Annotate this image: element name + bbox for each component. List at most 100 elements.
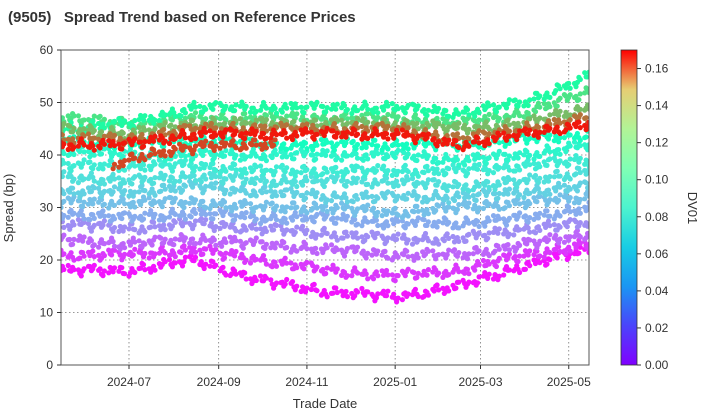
data-point — [334, 170, 340, 176]
colorbar-tick-label: 0.12 — [645, 136, 669, 150]
data-point — [466, 126, 472, 132]
data-point — [122, 188, 128, 194]
colorbar-tick-label: 0.08 — [645, 210, 669, 224]
data-point — [233, 128, 239, 134]
data-point — [476, 205, 482, 211]
data-point — [223, 176, 229, 182]
data-point — [120, 196, 126, 202]
colorbar-tick-label: 0.16 — [645, 62, 669, 76]
data-point — [172, 188, 178, 194]
data-point — [107, 178, 113, 184]
data-point — [557, 236, 563, 242]
data-point — [213, 180, 219, 186]
data-point — [213, 246, 219, 252]
data-point — [506, 153, 512, 159]
data-point — [237, 238, 243, 244]
data-point — [354, 107, 361, 114]
data-point — [111, 161, 118, 167]
data-point — [119, 265, 125, 271]
data-point — [304, 190, 310, 196]
data-point — [314, 142, 320, 148]
data-point — [294, 283, 300, 289]
data-point — [389, 272, 395, 278]
data-point — [291, 243, 297, 249]
data-point — [456, 120, 462, 126]
data-point — [253, 117, 259, 123]
data-point — [586, 223, 589, 229]
data-point — [288, 260, 294, 266]
data-point — [425, 131, 431, 137]
data-point — [343, 183, 349, 189]
data-point — [130, 193, 136, 199]
data-point — [334, 205, 340, 211]
data-point — [116, 228, 122, 235]
data-point — [450, 233, 456, 240]
data-point — [156, 250, 162, 256]
data-point — [77, 255, 83, 261]
data-point — [243, 176, 249, 182]
data-point — [517, 178, 523, 185]
data-point — [577, 155, 583, 161]
data-point — [96, 244, 102, 250]
data-point — [233, 238, 239, 244]
data-point — [557, 95, 563, 101]
data-point — [243, 190, 249, 196]
data-point — [191, 206, 197, 212]
data-point — [223, 205, 229, 211]
data-point — [172, 236, 178, 242]
data-point — [188, 214, 194, 220]
data-point — [414, 157, 420, 164]
data-point — [242, 135, 248, 142]
data-point — [203, 246, 209, 252]
data-point — [486, 261, 492, 267]
data-point — [566, 162, 572, 168]
data-point — [230, 137, 236, 144]
data-point — [101, 141, 107, 147]
data-point — [557, 151, 563, 157]
data-point — [557, 184, 563, 190]
data-point — [324, 208, 330, 215]
data-point — [78, 273, 84, 279]
data-point — [210, 106, 216, 112]
data-point — [577, 137, 583, 143]
data-point — [545, 178, 552, 184]
data-point — [208, 220, 214, 226]
data-point — [485, 179, 491, 185]
data-point — [421, 217, 427, 223]
data-point — [148, 176, 154, 182]
data-point — [586, 249, 589, 256]
data-point — [334, 101, 340, 107]
data-point — [576, 97, 582, 103]
data-point — [505, 242, 511, 248]
data-point — [161, 182, 167, 188]
data-point — [425, 219, 431, 225]
data-point — [233, 152, 239, 158]
data-point — [385, 180, 391, 186]
data-point — [547, 213, 553, 219]
data-point — [172, 178, 178, 184]
data-point — [320, 266, 326, 273]
data-point — [142, 241, 148, 247]
data-point — [490, 170, 497, 176]
data-point — [314, 288, 320, 294]
data-point — [404, 248, 410, 254]
data-point — [392, 205, 398, 211]
data-point — [334, 130, 340, 136]
data-point — [405, 213, 411, 219]
data-point — [456, 225, 462, 231]
data-point — [213, 242, 219, 248]
data-point — [162, 250, 168, 256]
data-point — [486, 155, 492, 161]
data-point — [208, 181, 214, 187]
data-point — [547, 112, 553, 118]
data-point — [434, 282, 440, 288]
data-point — [182, 235, 188, 241]
data-point — [531, 160, 537, 167]
data-point — [207, 263, 213, 269]
data-point — [567, 143, 573, 149]
data-point — [405, 221, 411, 227]
data-point — [61, 169, 67, 175]
data-point — [203, 211, 209, 218]
data-point — [152, 234, 158, 240]
data-point — [313, 156, 319, 162]
